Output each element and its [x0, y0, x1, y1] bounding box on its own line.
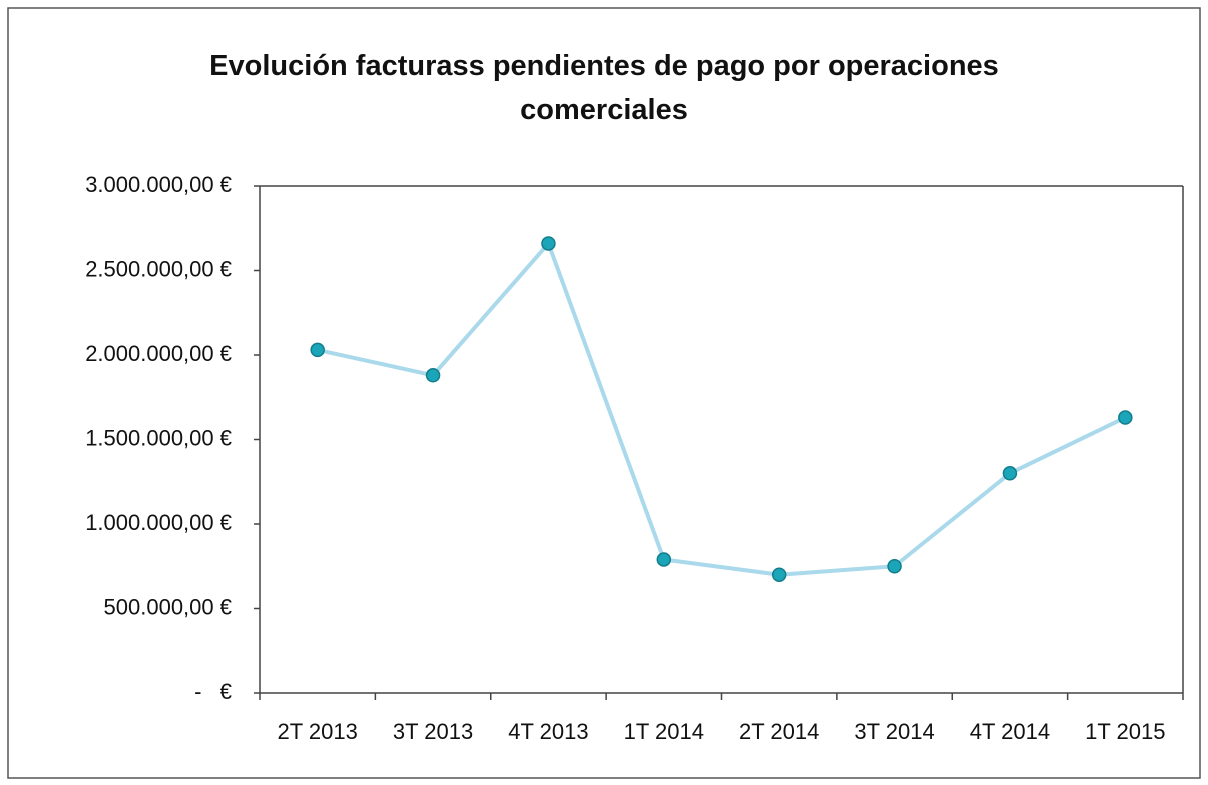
chart-frame: [7, 7, 1201, 779]
data-point: [541, 236, 556, 251]
x-tick-label: 2T 2013: [278, 719, 358, 744]
y-tick-label: 2.000.000,00 €: [85, 341, 232, 366]
data-point: [1002, 466, 1018, 481]
data-point: [1118, 410, 1133, 425]
x-tick-label: 3T 2013: [393, 719, 473, 744]
y-tick-label: 3.000.000,00 €: [85, 172, 232, 197]
y-tick-label: 1.000.000,00 €: [85, 510, 232, 535]
y-tick-label: 2.500.000,00 €: [85, 256, 232, 281]
y-tick-label: 1.500.000,00 €: [85, 425, 232, 450]
data-point: [887, 559, 902, 574]
data-point: [771, 567, 787, 582]
y-tick-label: - €: [194, 679, 232, 704]
x-tick-label: 2T 2014: [739, 719, 819, 744]
x-tick-label: 1T 2015: [1085, 719, 1165, 744]
x-tick-label: 3T 2014: [854, 719, 934, 744]
y-tick-label: 500.000,00 €: [104, 594, 232, 619]
series-line: [317, 241, 1127, 577]
x-tick-label: 4T 2014: [970, 719, 1050, 744]
data-point: [310, 342, 325, 358]
x-tick-label: 4T 2013: [508, 719, 588, 744]
data-point: [656, 552, 672, 567]
x-tick-label: 1T 2014: [624, 719, 704, 744]
data-point: [425, 368, 441, 383]
chart-title: Evolución facturass pendientes de pago p…: [209, 50, 999, 126]
